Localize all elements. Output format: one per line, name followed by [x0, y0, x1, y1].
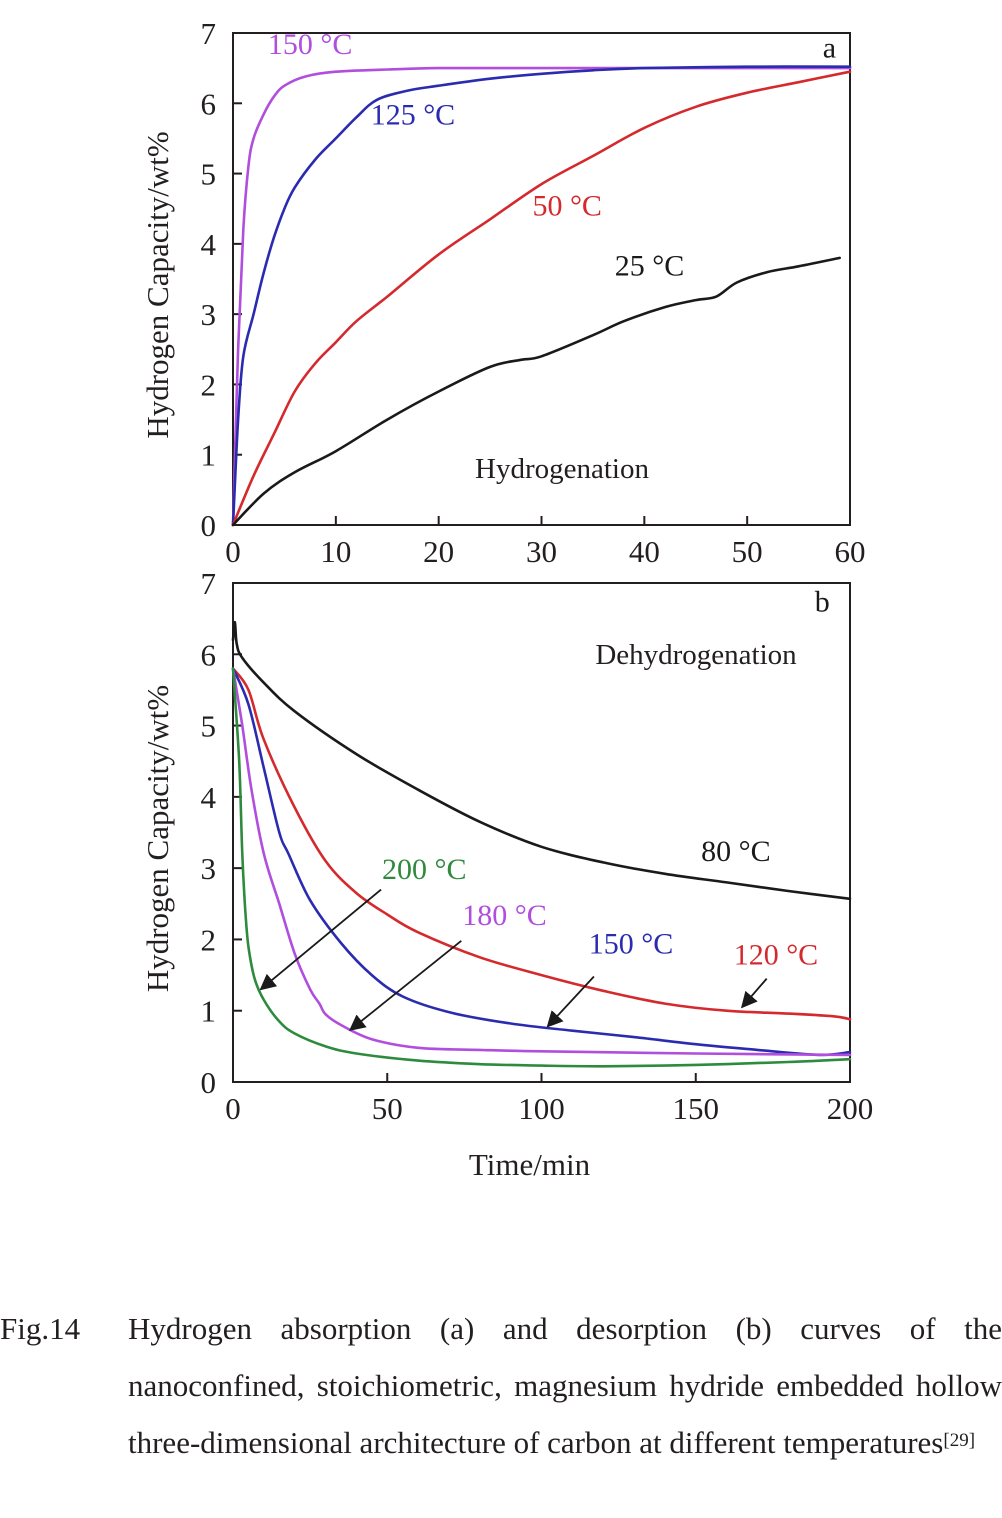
- annotation-label-b-150-c: 150 °C: [589, 928, 674, 961]
- panel-title-a: Hydrogenation: [475, 453, 649, 485]
- y-tick-label-a: 0: [201, 508, 217, 543]
- x-tick-label-a: 0: [225, 534, 241, 569]
- annotation-label-a-25-c: 25 °C: [615, 249, 685, 282]
- y-tick-label-b: 0: [201, 1065, 217, 1100]
- x-tick-label-a: 60: [835, 534, 866, 569]
- series-line-a-125-c: [231, 65, 852, 527]
- y-tick-label-a: 6: [201, 86, 217, 121]
- y-tick-label-b: 3: [201, 851, 217, 886]
- y-tick-label-b: 5: [201, 709, 217, 744]
- y-tick-label-a: 4: [201, 227, 217, 262]
- series-line-b-180-c: [231, 667, 852, 1057]
- caption-text: Hydrogen absorption (a) and desorption (…: [128, 1311, 1002, 1460]
- x-tick-label-a: 10: [320, 534, 351, 569]
- series-line-a-25-c: [231, 256, 841, 527]
- y-tick-label-a: 5: [201, 157, 217, 192]
- x-tick-label-a: 30: [526, 534, 557, 569]
- annotation-label-a-a: a: [823, 32, 836, 65]
- series-line-b-120-c: [231, 667, 852, 1021]
- caption-reference: [29]: [943, 1430, 976, 1451]
- panel-title-b: Dehydrogenation: [595, 639, 797, 671]
- series-line-b-150-c: [231, 667, 852, 1057]
- annotation-arrow-b-2: [348, 940, 462, 1031]
- annotation-label-a-150-c: 150 °C: [268, 28, 353, 61]
- x-tick-label-b: 100: [518, 1091, 565, 1126]
- figure-label: Fig.14: [0, 1311, 81, 1346]
- series-line-b-200-c: [231, 667, 852, 1068]
- annotation-arrow-b-3: [546, 975, 595, 1028]
- annotation-label-b-b: b: [815, 586, 830, 619]
- annotation-arrow-b-1: [259, 888, 382, 991]
- y-tick-label-a: 2: [201, 367, 217, 402]
- x-tick-label-a: 50: [732, 534, 763, 569]
- x-tick-label-b: 150: [673, 1091, 720, 1126]
- x-tick-label-a: 40: [629, 534, 660, 569]
- annotation-label-a-125-c: 125 °C: [371, 98, 456, 131]
- y-tick-label-b: 6: [201, 637, 217, 672]
- x-tick-label-b: 0: [225, 1091, 241, 1126]
- series-line-a-50-c: [231, 70, 852, 527]
- y-axis-label-b: Hydrogen Capacity/wt%: [140, 685, 175, 992]
- annotation-label-b-180-c: 180 °C: [462, 899, 547, 932]
- chart-panel-b: 0 50 100 150 200 0 1 2 3 4 5 6 7 Hydrogen Capacity/wt…: [140, 566, 873, 1182]
- y-tick-label-b: 1: [201, 994, 217, 1029]
- y-axis-label-a: Hydrogen Capacity/wt%: [140, 131, 175, 438]
- annotation-label-b-80-c: 80 °C: [701, 835, 771, 868]
- x-tick-label-a: 20: [423, 534, 454, 569]
- y-tick-label-a: 1: [201, 438, 217, 473]
- series-line-b-80-c: [231, 620, 852, 901]
- x-axis-label-b: Time/min: [469, 1147, 591, 1182]
- y-tick-label-b: 7: [201, 566, 217, 601]
- plot-frame-a: [232, 32, 851, 526]
- caption-text-block: Hydrogen absorption (a) and desorption (…: [128, 1300, 1002, 1471]
- y-tick-label-b: 4: [201, 780, 217, 815]
- annotation-label-b-200-c: 200 °C: [382, 853, 467, 886]
- annotation-label-b-120-c: 120 °C: [734, 938, 819, 971]
- y-tick-label-b: 2: [201, 922, 217, 957]
- annotation-label-a-50-c: 50 °C: [532, 190, 602, 223]
- chart-panel-a: 0 10 20 30 40 50 60 0 1 2 3 4 5 6 7 Hydrogen Capacity/w…: [140, 16, 866, 569]
- x-tick-label-b: 50: [372, 1091, 403, 1126]
- x-tick-label-b: 200: [827, 1091, 874, 1126]
- y-tick-label-a: 3: [201, 297, 217, 332]
- annotation-arrow-b-4: [740, 978, 768, 1009]
- y-tick-label-a: 7: [201, 16, 217, 51]
